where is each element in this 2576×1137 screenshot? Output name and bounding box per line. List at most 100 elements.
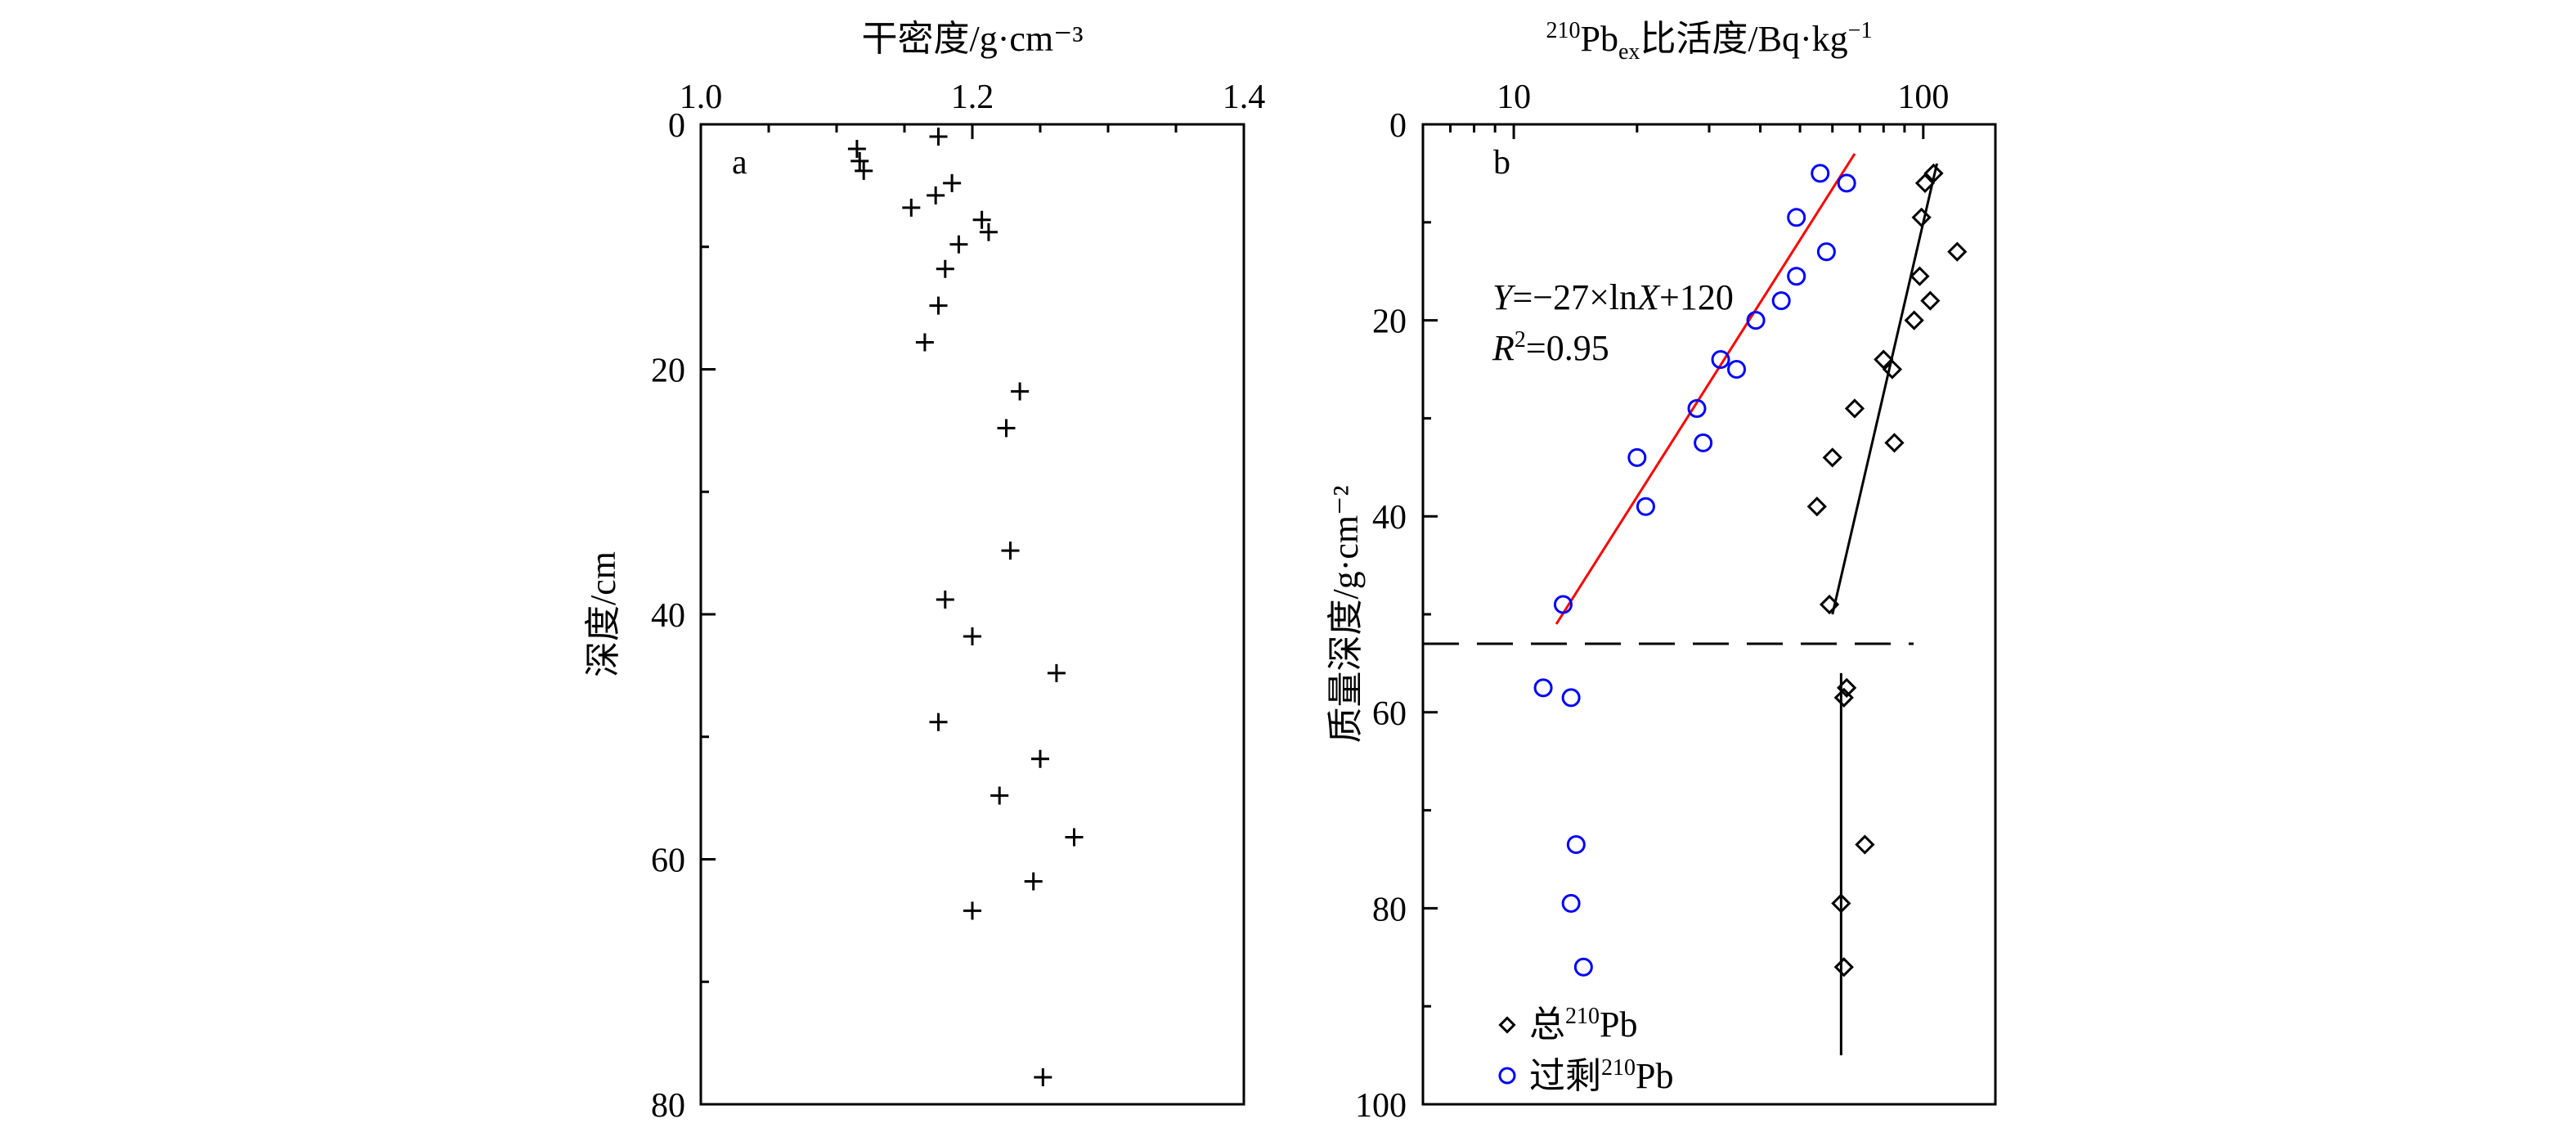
panel-b-lines (1423, 153, 1939, 1056)
panel-a-point (847, 139, 866, 158)
panel-b-y-tick-label: 40 (1372, 499, 1407, 537)
panel-a-point (1024, 872, 1043, 891)
legend-item-total: 总210Pb (1498, 1004, 1637, 1045)
panel-b: 210Pbex比活度/Bq·kg−1 质量深度/g·cm⁻² b 10 100 0 2… (1326, 18, 1997, 1125)
panel-b-y-title: 质量深度/g·cm⁻² (1326, 485, 1366, 743)
total-pb-point (1911, 207, 1932, 227)
panel-a-point (963, 627, 981, 645)
excess-pb-point (1573, 957, 1593, 977)
excess-pb-point (1694, 433, 1713, 452)
excess-pb-point (1627, 447, 1647, 467)
panel-a-point (990, 786, 1009, 805)
excess-pb-point (1566, 835, 1586, 855)
panel-a-point (1065, 828, 1084, 847)
total-pb-point (1855, 834, 1875, 855)
legend-circle-marker (1498, 1067, 1516, 1085)
excess-pb-point (1787, 267, 1806, 286)
excess-pb-point (1711, 350, 1730, 370)
panel-a-y-tick-label: 80 (651, 1087, 685, 1125)
svg-text:Y=−27×lnX+120: Y=−27×lnX+120 (1492, 277, 1734, 317)
panel-b-label: b (1493, 144, 1510, 182)
total-pb-point (1822, 447, 1842, 468)
panel-a-point (1047, 663, 1066, 682)
panel-a-point (902, 198, 921, 217)
excess-pb-point (1687, 398, 1707, 418)
svg-text:R2=0.95: R2=0.95 (1492, 327, 1609, 368)
legend-item-excess: 过剩210Pb (1498, 1055, 1673, 1096)
panel-a-point (855, 161, 873, 180)
excess-pb-point (1561, 893, 1581, 913)
svg-text:过剩210Pb: 过剩210Pb (1529, 1055, 1673, 1096)
panel-a-y-tick-label: 20 (651, 353, 685, 390)
excess-pb-point (1837, 173, 1856, 193)
panel-a: 干密度/g·cm⁻³ 深度/cm a 1.0 1.2 1.4 0 20 40 60 80 (583, 19, 1265, 1125)
panel-a-y-tick-label: 40 (651, 597, 685, 635)
panel-a-point (929, 127, 948, 146)
panel-a-point (1031, 749, 1049, 768)
fit-line-1 (1555, 153, 1856, 625)
panel-a-x-tick-label: 1.4 (1223, 79, 1266, 116)
panel-b-ticks: 10 100 0 20 40 60 80 100 (1355, 79, 1949, 1125)
excess-pb-point (1787, 208, 1806, 227)
svg-text:质量深度/g·cm⁻²: 质量深度/g·cm⁻² (1326, 485, 1366, 743)
panel-b-y-tick-label: 80 (1372, 891, 1407, 928)
panel-b-frame (1421, 123, 1997, 1106)
panel-a-point (929, 712, 948, 731)
panel-b-y-tick-label: 60 (1372, 695, 1407, 733)
panel-a-frame (699, 123, 1245, 1106)
panel-b-y-tick-label: 0 (1389, 107, 1407, 145)
panel-a-point (963, 901, 981, 920)
excess-pb-point (1816, 242, 1836, 262)
panel-b-x-tick-label: 10 (1497, 79, 1531, 116)
panel-a-y-title: 深度/cm (583, 551, 623, 677)
panel-b-y-tick-label: 100 (1355, 1087, 1407, 1125)
panel-a-point (972, 210, 991, 229)
panel-a-y-tick-label: 60 (651, 843, 685, 880)
panel-b-y-tick-label: 20 (1372, 303, 1407, 341)
panel-a-point (927, 186, 945, 204)
excess-pb-point (1771, 291, 1791, 311)
fit-r-squared: R2=0.95 (1492, 327, 1609, 368)
panel-a-point (915, 333, 934, 352)
excess-pb-point (1533, 678, 1553, 698)
panel-a-label: a (732, 144, 747, 182)
excess-pb-point (1561, 688, 1581, 708)
excess-pb-point (1746, 311, 1766, 330)
panel-a-points (847, 127, 1084, 1087)
legend: 总210Pb 过剩210Pb (1498, 1004, 1673, 1096)
panel-a-point (979, 222, 998, 241)
svg-text:干密度/g·cm⁻³: 干密度/g·cm⁻³ (861, 19, 1083, 59)
panel-a-point (929, 296, 948, 315)
panel-a-ticks: 1.0 1.2 1.4 0 20 40 60 80 (651, 79, 1265, 1125)
total-pb-point (1882, 359, 1903, 380)
panel-a-y-tick-label: 0 (668, 107, 685, 145)
total-pb-point (1837, 677, 1857, 698)
total-pb-point (1819, 594, 1840, 615)
fit-line-2 (1831, 163, 1939, 615)
total-pb-point (1844, 398, 1865, 419)
total-pb-point (1904, 310, 1924, 330)
excess-pb-point (1553, 595, 1573, 614)
legend-diamond-marker (1498, 1016, 1516, 1034)
fit-equation: Y=−27×lnX+120 (1492, 277, 1734, 317)
panel-a-x-tick-label: 1.2 (951, 79, 994, 116)
svg-text:总210Pb: 总210Pb (1529, 1004, 1637, 1045)
panel-a-point (1011, 382, 1030, 401)
panel-b-x-tick-label: 100 (1897, 79, 1949, 116)
panel-a-point (997, 419, 1016, 438)
svg-text:深度/cm: 深度/cm (583, 551, 623, 677)
panel-b-points (1533, 163, 1968, 977)
total-pb-point (1947, 241, 1968, 262)
total-pb-point (1923, 163, 1944, 184)
total-pb-point (1914, 173, 1936, 194)
excess-pb-point (1811, 164, 1830, 183)
panel-a-point (949, 235, 968, 254)
panel-a-point (936, 259, 954, 278)
total-pb-point (1831, 893, 1851, 914)
total-pb-point (1833, 957, 1854, 977)
panel-a-x-title: 干密度/g·cm⁻³ (861, 19, 1083, 59)
panel-a-x-tick-label: 1.0 (680, 79, 723, 116)
panel-a-point (1034, 1068, 1052, 1087)
svg-text:210Pbex比活度/Bq·kg−1: 210Pbex比活度/Bq·kg−1 (1546, 18, 1873, 65)
